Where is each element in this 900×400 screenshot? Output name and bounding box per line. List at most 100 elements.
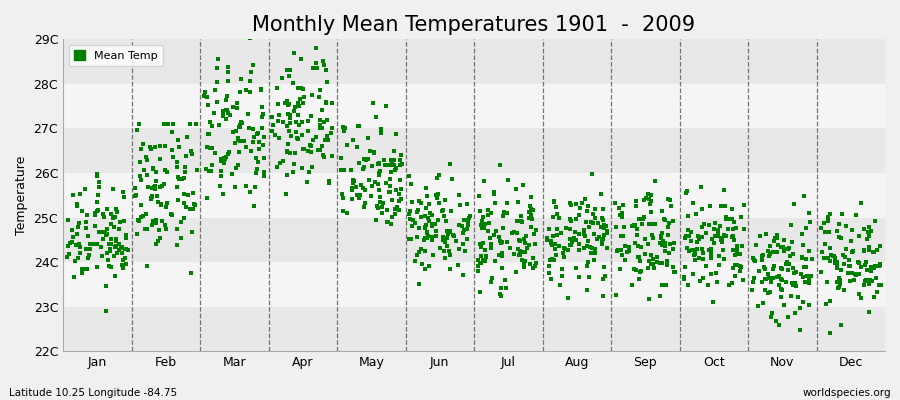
Point (94, 229, 109, 235)
Point (572, 274, 586, 280)
Point (728, 252, 742, 258)
Point (488, 258, 502, 264)
Point (642, 258, 656, 264)
Point (116, 218, 130, 224)
Point (689, 238, 704, 245)
Point (249, 170, 264, 176)
Point (154, 202, 168, 208)
Point (644, 191, 659, 198)
Point (89, 240, 104, 247)
Point (667, 240, 681, 246)
Point (177, 200, 192, 207)
Point (220, 69, 235, 76)
Point (763, 313, 778, 320)
Point (510, 230, 525, 236)
Point (725, 234, 740, 240)
Point (511, 237, 526, 243)
Point (251, 130, 266, 136)
Point (75, 266, 89, 272)
Point (730, 251, 744, 258)
Point (725, 206, 740, 212)
Point (98, 283, 112, 289)
Point (761, 274, 776, 281)
Point (830, 279, 844, 285)
Point (478, 247, 492, 254)
Point (479, 253, 493, 260)
Point (722, 215, 736, 222)
Point (296, 146, 310, 152)
Point (250, 166, 265, 172)
Point (442, 229, 456, 235)
Point (756, 300, 770, 306)
Point (99, 307, 113, 314)
Point (745, 287, 760, 293)
Point (658, 248, 672, 254)
Point (286, 108, 301, 114)
Point (651, 259, 665, 265)
Point (567, 235, 581, 242)
Point (346, 177, 361, 184)
Point (372, 170, 386, 176)
Point (134, 146, 148, 152)
Point (100, 231, 114, 237)
Point (483, 245, 498, 252)
Point (418, 225, 432, 232)
Point (524, 194, 538, 200)
Point (144, 196, 158, 202)
Point (100, 206, 114, 212)
Point (283, 150, 297, 156)
Point (336, 195, 350, 202)
Point (157, 181, 171, 188)
Point (412, 249, 427, 255)
Point (496, 225, 510, 231)
Point (755, 252, 770, 259)
Point (615, 214, 629, 220)
Point (598, 264, 612, 270)
Point (410, 252, 424, 258)
Point (821, 214, 835, 221)
Point (70, 201, 85, 207)
Point (587, 230, 601, 237)
Point (382, 162, 396, 168)
Point (322, 179, 337, 186)
Point (834, 322, 849, 328)
Point (860, 276, 874, 283)
Point (862, 232, 877, 238)
Point (496, 213, 510, 219)
Point (786, 265, 800, 271)
Point (284, 133, 298, 140)
Point (216, 160, 230, 166)
Point (406, 217, 420, 223)
Point (569, 237, 583, 244)
Point (753, 233, 768, 239)
Point (170, 241, 184, 248)
Point (874, 282, 888, 288)
Point (588, 248, 602, 254)
Point (686, 271, 700, 277)
Point (174, 235, 188, 241)
Point (370, 203, 384, 209)
Point (283, 66, 297, 73)
Point (269, 27, 284, 34)
Point (293, 56, 308, 62)
Point (585, 171, 599, 177)
Point (472, 288, 487, 295)
Point (188, 202, 202, 208)
Point (140, 263, 154, 270)
Point (644, 260, 658, 267)
Point (306, 136, 320, 143)
Point (711, 226, 725, 233)
Point (313, 125, 328, 131)
Point (513, 238, 527, 244)
Point (450, 262, 464, 268)
Point (655, 282, 670, 288)
Point (228, 140, 242, 146)
Point (297, 146, 311, 152)
Point (104, 211, 119, 217)
Point (727, 236, 742, 243)
Point (309, 45, 323, 51)
Point (302, 168, 316, 175)
Point (831, 285, 845, 292)
Point (256, 142, 271, 148)
Point (317, 118, 331, 125)
